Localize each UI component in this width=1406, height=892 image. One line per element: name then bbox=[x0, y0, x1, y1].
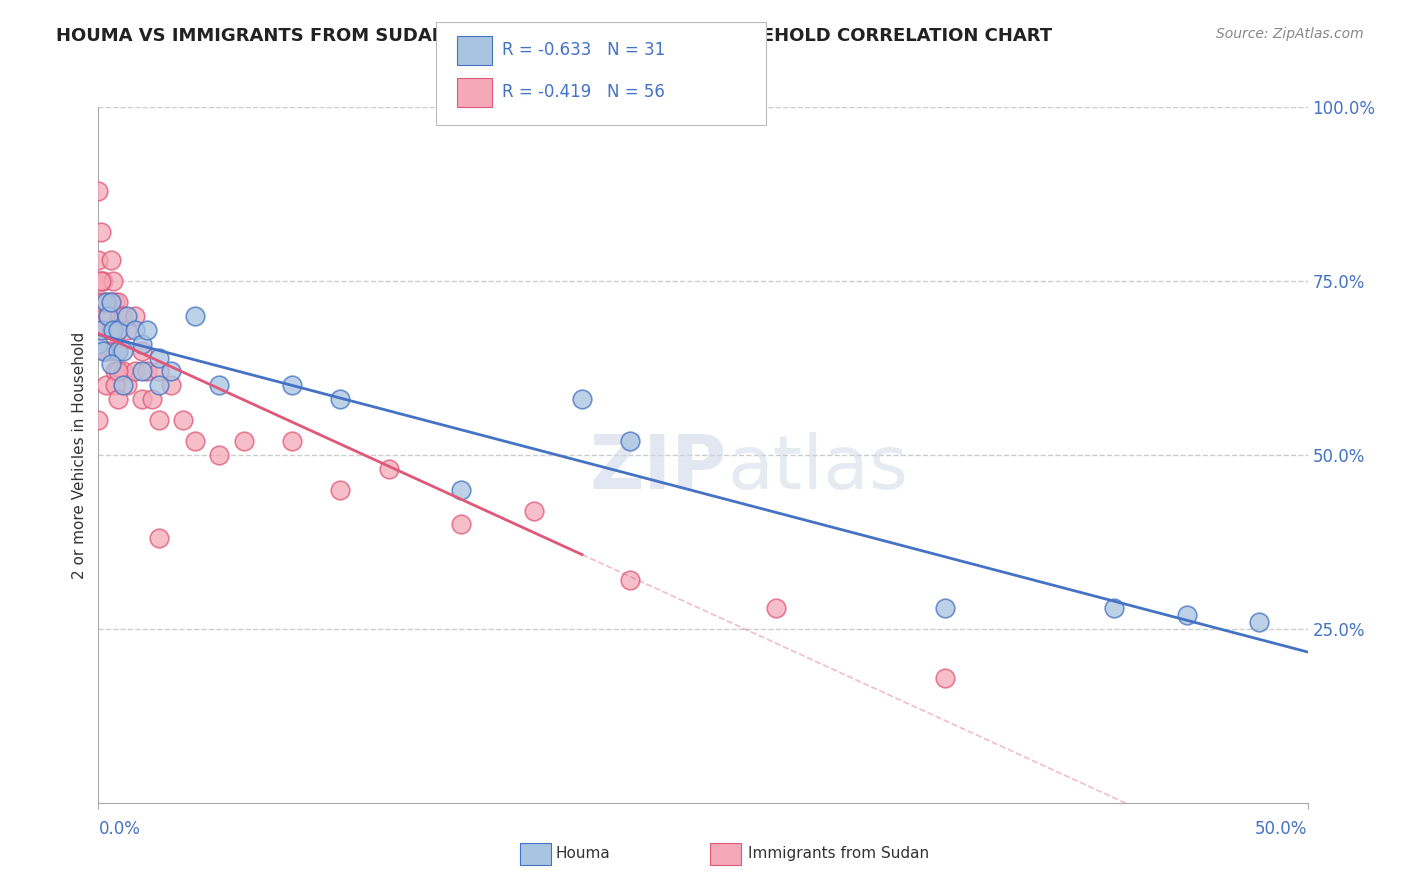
Point bbox=[104, 364, 127, 378]
Point bbox=[135, 323, 157, 337]
Text: Source: ZipAtlas.com: Source: ZipAtlas.com bbox=[1216, 27, 1364, 41]
Point bbox=[90, 225, 112, 239]
Point bbox=[111, 378, 134, 392]
Point bbox=[450, 483, 472, 497]
Text: 0.0%: 0.0% bbox=[98, 820, 141, 838]
Point bbox=[100, 294, 122, 309]
Text: atlas: atlas bbox=[727, 433, 908, 506]
Point bbox=[523, 503, 546, 517]
Point bbox=[141, 392, 163, 407]
Point bbox=[97, 309, 120, 323]
Point bbox=[100, 358, 122, 372]
Point bbox=[281, 378, 304, 392]
Point bbox=[148, 378, 170, 392]
Point bbox=[101, 323, 124, 337]
Point bbox=[765, 601, 787, 615]
Point bbox=[107, 392, 129, 407]
Point bbox=[184, 309, 207, 323]
Text: ZIP: ZIP bbox=[591, 433, 727, 506]
Point bbox=[104, 294, 127, 309]
Point bbox=[90, 274, 112, 288]
Point bbox=[619, 573, 641, 587]
Point bbox=[131, 336, 153, 351]
Point bbox=[91, 294, 114, 309]
Point bbox=[281, 434, 304, 448]
Point bbox=[1249, 615, 1271, 629]
Point bbox=[100, 343, 122, 358]
Point bbox=[148, 351, 170, 365]
Point bbox=[934, 671, 956, 685]
Point bbox=[450, 517, 472, 532]
Point bbox=[124, 323, 146, 337]
Point bbox=[571, 392, 593, 407]
Point bbox=[111, 343, 134, 358]
Point bbox=[232, 434, 254, 448]
Point bbox=[117, 378, 139, 392]
Point bbox=[90, 274, 112, 288]
Point bbox=[160, 378, 183, 392]
Point bbox=[107, 343, 129, 358]
Point bbox=[148, 532, 170, 546]
Point bbox=[111, 364, 134, 378]
Point bbox=[91, 343, 114, 358]
Point bbox=[208, 448, 231, 462]
Point bbox=[148, 364, 170, 378]
Point bbox=[1102, 601, 1125, 615]
Point bbox=[131, 343, 153, 358]
Point bbox=[148, 413, 170, 427]
Point bbox=[172, 413, 194, 427]
Point bbox=[90, 309, 112, 323]
Point bbox=[124, 364, 146, 378]
Point bbox=[87, 413, 110, 427]
Point bbox=[135, 364, 157, 378]
Point bbox=[94, 378, 117, 392]
Point bbox=[208, 378, 231, 392]
Point bbox=[184, 434, 207, 448]
Point bbox=[100, 323, 122, 337]
Point bbox=[108, 309, 131, 323]
Point bbox=[90, 323, 112, 337]
Point bbox=[94, 343, 117, 358]
Text: HOUMA VS IMMIGRANTS FROM SUDAN 2 OR MORE VEHICLES IN HOUSEHOLD CORRELATION CHART: HOUMA VS IMMIGRANTS FROM SUDAN 2 OR MORE… bbox=[56, 27, 1052, 45]
Point bbox=[94, 343, 117, 358]
Point bbox=[94, 294, 117, 309]
Point bbox=[117, 309, 139, 323]
Point bbox=[107, 343, 129, 358]
Point bbox=[131, 364, 153, 378]
Point bbox=[107, 323, 129, 337]
Point bbox=[94, 294, 117, 309]
Point bbox=[87, 253, 110, 268]
Point bbox=[87, 336, 110, 351]
Y-axis label: 2 or more Vehicles in Household: 2 or more Vehicles in Household bbox=[72, 331, 87, 579]
Point bbox=[160, 364, 183, 378]
Point bbox=[91, 274, 114, 288]
Point bbox=[101, 323, 124, 337]
Point bbox=[100, 294, 122, 309]
Point bbox=[91, 323, 114, 337]
Point bbox=[87, 294, 110, 309]
Text: R = -0.633   N = 31: R = -0.633 N = 31 bbox=[502, 41, 665, 59]
Text: Houma: Houma bbox=[555, 847, 610, 861]
Point bbox=[934, 601, 956, 615]
Point bbox=[1175, 607, 1198, 622]
Point bbox=[101, 274, 124, 288]
Point bbox=[619, 434, 641, 448]
Point bbox=[100, 253, 122, 268]
Point bbox=[104, 378, 127, 392]
Point bbox=[117, 323, 139, 337]
Point bbox=[111, 309, 134, 323]
Text: R = -0.419   N = 56: R = -0.419 N = 56 bbox=[502, 83, 665, 101]
Point bbox=[107, 294, 129, 309]
Point bbox=[97, 309, 120, 323]
Point bbox=[377, 462, 399, 476]
Point bbox=[87, 184, 110, 198]
Point bbox=[329, 392, 352, 407]
Point bbox=[329, 483, 352, 497]
Point bbox=[107, 364, 129, 378]
Point bbox=[124, 309, 146, 323]
Text: 50.0%: 50.0% bbox=[1256, 820, 1308, 838]
Point bbox=[131, 392, 153, 407]
Text: Immigrants from Sudan: Immigrants from Sudan bbox=[748, 847, 929, 861]
